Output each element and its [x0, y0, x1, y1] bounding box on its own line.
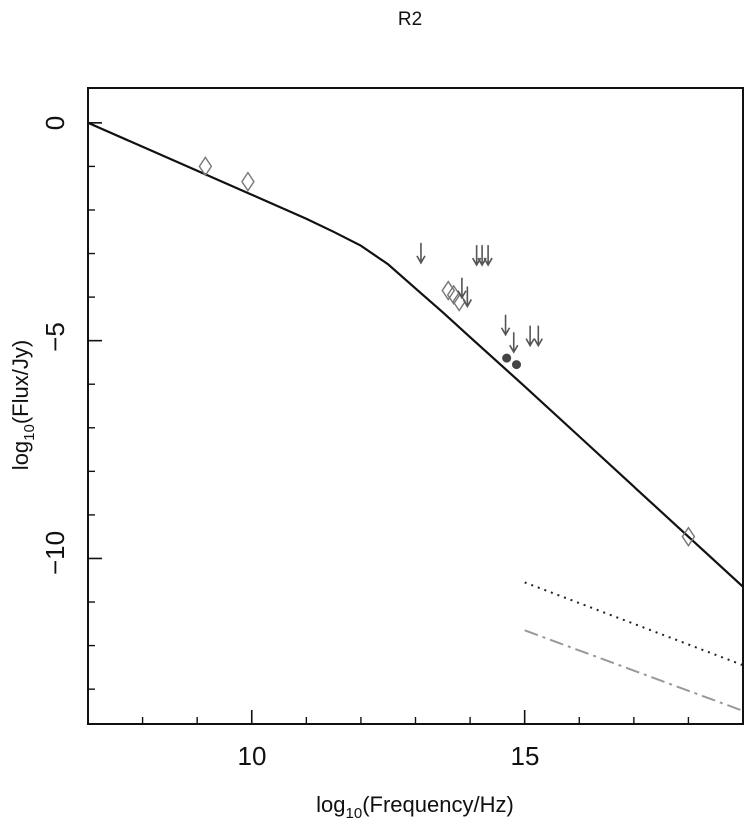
diamond-point	[241, 171, 255, 192]
diamond-point	[452, 291, 467, 312]
x-tick-label: 15	[511, 741, 540, 771]
axis-ticks	[88, 122, 690, 724]
solid-black-line-series	[88, 121, 743, 588]
diamond-point	[198, 156, 213, 177]
plot-frame	[87, 87, 744, 725]
upper-limit-arrow	[533, 325, 544, 348]
upper-limit-arrow	[457, 277, 467, 300]
upper-limit-arrow	[416, 242, 426, 265]
upper-limit-arrow	[500, 314, 511, 337]
dashdot-gray-line-series	[524, 629, 743, 712]
upper-limit-arrow	[483, 245, 493, 267]
filled-point	[511, 360, 521, 370]
y-tick-label: −5	[40, 322, 70, 352]
upper-limit-arrow	[477, 245, 487, 267]
chart-title: R2	[398, 9, 422, 30]
plot-marks	[88, 121, 743, 712]
y-axis-label: log10(Flux/Jy)	[8, 340, 38, 470]
x-axis-label: log10(Frequency/Hz)	[316, 792, 514, 822]
filled-point	[502, 353, 512, 363]
upper-limit-arrow	[509, 332, 519, 354]
y-tick-label: 0	[40, 116, 70, 130]
upper-limit-arrow	[525, 325, 535, 348]
y-tick-label: −10	[40, 531, 70, 575]
diamond-point	[681, 526, 696, 547]
x-tick-label: 10	[238, 741, 267, 771]
upper-limit-arrow	[471, 245, 482, 267]
dotted-black-line-series	[524, 581, 743, 667]
upper-limit-arrow	[462, 286, 473, 309]
